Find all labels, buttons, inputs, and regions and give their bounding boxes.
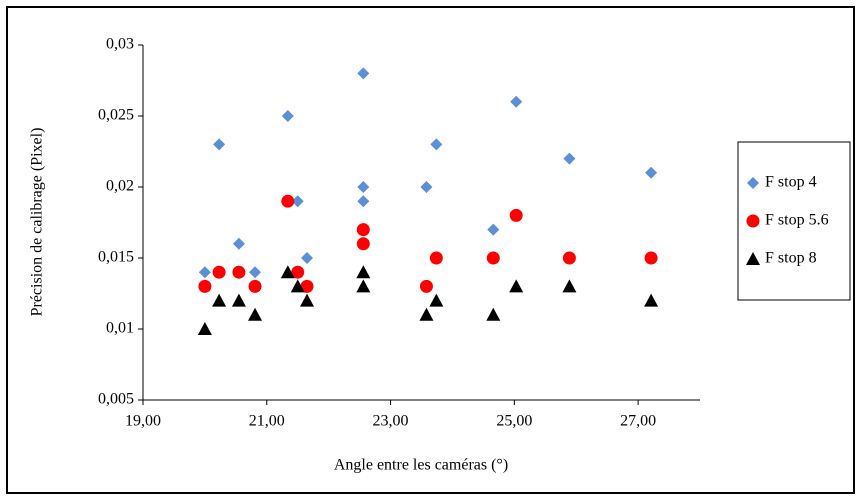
point [644,251,658,265]
point [197,322,212,335]
point [562,251,576,265]
point [487,223,500,236]
point [231,293,246,307]
legend-marker [746,214,760,228]
point [291,195,304,208]
y-axis-label: Précision de calibrage (Pixel) [29,128,46,317]
point [486,251,500,265]
y-tick-label: 0,01 [106,320,134,337]
point [232,265,246,279]
point [280,265,295,279]
point [420,181,433,193]
legend-label: F stop 5.6 [765,212,829,229]
y-tick-label: 0,025 [98,107,134,124]
point [232,237,245,250]
x-tick-label: 19,00 [125,413,161,430]
legend-label: F stop 4 [765,174,817,191]
y-tick-label: 0,02 [106,178,134,195]
legend-marker [747,177,759,189]
x-tick-label: 23,00 [373,413,409,430]
y-tick-label: 0,005 [98,391,134,408]
x-tick-label: 25,00 [496,413,532,430]
y-tick-label: 0,03 [106,36,134,53]
point [419,279,433,293]
point [356,279,371,293]
point [562,279,577,293]
point [429,293,444,307]
point [300,279,314,293]
point [301,252,314,264]
point [356,223,370,237]
point [357,67,370,80]
point [419,307,434,321]
legend-marker [746,252,760,265]
point [563,152,576,165]
point [357,195,370,208]
point [281,110,294,122]
point [212,293,227,307]
point [509,208,523,222]
point [356,265,371,279]
point [356,237,370,251]
point [213,138,226,151]
point [248,279,262,293]
point [290,279,305,293]
point [212,265,226,279]
point [300,293,315,307]
x-tick-label: 21,00 [249,413,285,430]
point [486,307,501,321]
point [281,194,295,208]
x-axis-label: Angle entre les caméras (°) [334,457,508,474]
point [248,307,263,321]
point [644,293,659,307]
point [429,251,443,265]
point [249,266,262,279]
x-tick-label: 27,00 [620,413,656,430]
point [291,265,305,279]
point [198,266,211,279]
point [645,166,658,179]
y-tick-label: 0,015 [98,249,134,266]
chart-border [6,6,855,494]
point [357,181,370,193]
point [430,138,443,151]
legend-label: F stop 8 [765,250,817,267]
point [510,95,523,108]
point [198,279,212,293]
point [509,279,524,293]
